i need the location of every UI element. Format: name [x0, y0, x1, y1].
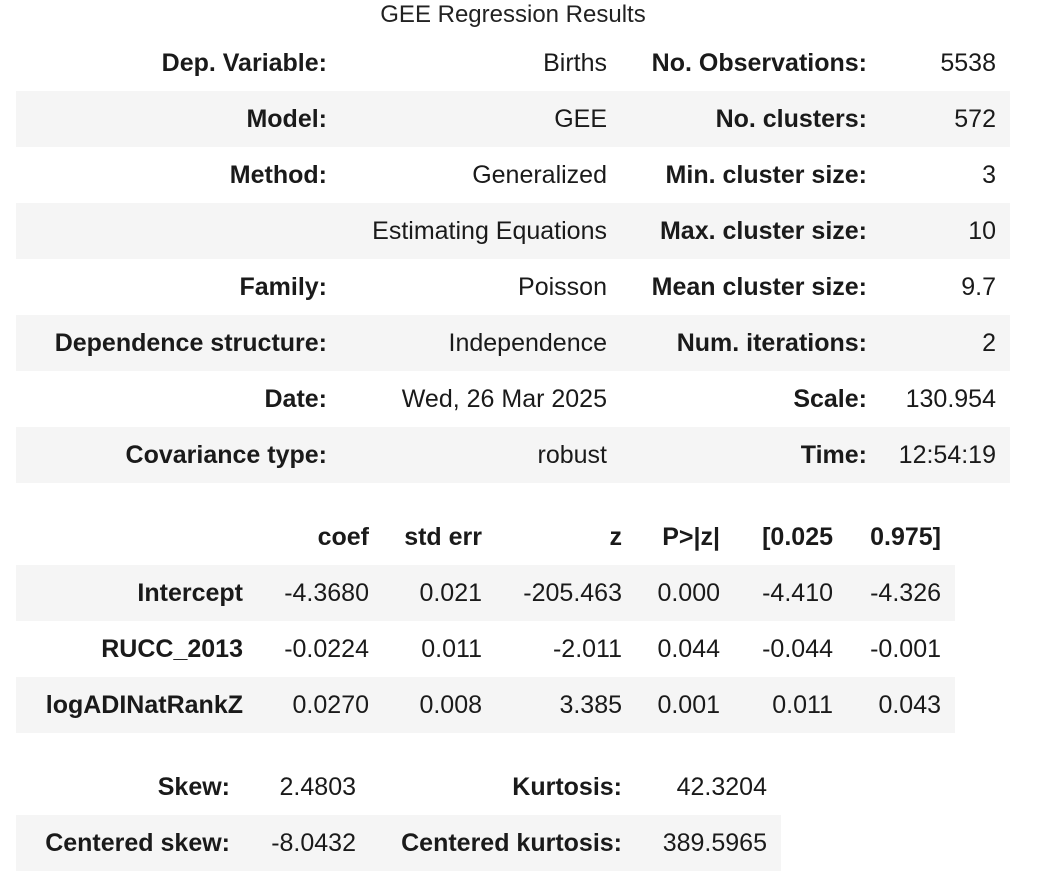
summary-value: 130.954: [905, 384, 996, 413]
summary-value: 2: [881, 315, 1010, 371]
table-row: Dep. Variable: Births No. Observations: …: [16, 35, 1010, 91]
table-cell: -205.463: [496, 565, 636, 621]
summary-label: Min. cluster size:: [665, 160, 867, 189]
summary-label: Method:: [229, 160, 327, 189]
summary-value: Wed, 26 Mar 2025: [401, 384, 607, 413]
column-header: [0.025: [762, 522, 833, 551]
summary-label: No. clusters:: [621, 91, 881, 147]
row-header: RUCC_2013: [101, 634, 243, 663]
table-cell: -4.410: [734, 565, 847, 621]
table-row: Estimating Equations Max. cluster size: …: [16, 203, 1010, 259]
table-cell: 0.0270: [257, 677, 383, 733]
summary-value: Poisson: [518, 272, 607, 301]
table-cell: 0.044: [657, 634, 720, 663]
summary-value: Generalized: [472, 160, 607, 189]
diagnostic-value: -8.0432: [244, 815, 370, 871]
diagnostic-label: Centered skew:: [16, 815, 244, 871]
diagnostic-label: Centered kurtosis:: [370, 815, 636, 871]
summary-label: [16, 203, 341, 259]
summary-label: Mean cluster size:: [651, 272, 867, 301]
summary-label: Time:: [621, 427, 881, 483]
table-cell: 0.043: [847, 677, 955, 733]
summary-value: 3: [982, 160, 996, 189]
summary-label: Max. cluster size:: [621, 203, 881, 259]
table-row: logADINatRankZ 0.0270 0.008 3.385 0.001 …: [16, 677, 955, 733]
table-cell: -0.0224: [284, 634, 369, 663]
column-header: std err: [404, 522, 482, 551]
column-header: coef: [317, 522, 369, 551]
table-row: Date: Wed, 26 Mar 2025 Scale: 130.954: [16, 371, 1010, 427]
column-header: 0.975]: [870, 522, 941, 551]
table-cell: 0.000: [636, 565, 734, 621]
row-header: Intercept: [16, 565, 257, 621]
summary-value: 10: [881, 203, 1010, 259]
results-title: GEE Regression Results: [380, 1, 646, 28]
table-row: Intercept -4.3680 0.021 -205.463 0.000 -…: [16, 565, 955, 621]
table-cell: -4.3680: [257, 565, 383, 621]
diagnostic-label: Skew:: [157, 772, 230, 801]
summary-label: Model:: [16, 91, 341, 147]
summary-label: Scale:: [793, 384, 867, 413]
summary-value: 572: [881, 91, 1010, 147]
table-cell: 0.008: [383, 677, 496, 733]
table-cell: 0.011: [734, 677, 847, 733]
row-header: logADINatRankZ: [16, 677, 257, 733]
diagnostic-value: 42.3204: [676, 772, 767, 801]
diagnostic-value: 2.4803: [279, 772, 356, 801]
summary-value: 5538: [940, 48, 996, 77]
summary-label: No. Observations:: [651, 48, 867, 77]
diagnostic-label: Kurtosis:: [512, 772, 622, 801]
table-cell: 0.021: [383, 565, 496, 621]
diagnostic-value: 389.5965: [636, 815, 781, 871]
table-row: Model: GEE No. clusters: 572: [16, 91, 1010, 147]
summary-value: 9.7: [961, 272, 996, 301]
summary-value: GEE: [341, 91, 621, 147]
summary-value: Estimating Equations: [341, 203, 621, 259]
summary-label: Date:: [264, 384, 327, 413]
summary-label: Dep. Variable:: [161, 48, 327, 77]
table-row: Skew: 2.4803 Kurtosis: 42.3204: [16, 759, 781, 815]
table-row: Covariance type: robust Time: 12:54:19: [16, 427, 1010, 483]
summary-value: 12:54:19: [881, 427, 1010, 483]
summary-label: Family:: [239, 272, 327, 301]
table-header-row: coef std err z P>|z| [0.025 0.975]: [16, 509, 955, 565]
summary-label: Num. iterations:: [621, 315, 881, 371]
column-header: [16, 509, 257, 565]
summary-value: robust: [341, 427, 621, 483]
table-cell: -0.001: [870, 634, 941, 663]
table-cell: 3.385: [496, 677, 636, 733]
table-cell: 0.001: [636, 677, 734, 733]
table-cell: -0.044: [762, 634, 833, 663]
table-row: Family: Poisson Mean cluster size: 9.7: [16, 259, 1010, 315]
table-row: Method: Generalized Min. cluster size: 3: [16, 147, 1010, 203]
coefficients-table: coef std err z P>|z| [0.025 0.975] Inter…: [16, 509, 955, 733]
summary-value: Independence: [341, 315, 621, 371]
diagnostics-table: Skew: 2.4803 Kurtosis: 42.3204 Centered …: [16, 759, 781, 871]
table-row: RUCC_2013 -0.0224 0.011 -2.011 0.044 -0.…: [16, 621, 955, 677]
summary-label: Covariance type:: [16, 427, 341, 483]
table-cell: -2.011: [552, 634, 622, 663]
table-cell: 0.011: [421, 634, 482, 663]
column-header: z: [609, 522, 623, 551]
table-row: Centered skew: -8.0432 Centered kurtosis…: [16, 815, 781, 871]
table-cell: -4.326: [847, 565, 955, 621]
column-header: P>|z|: [662, 522, 720, 551]
summary-label: Dependence structure:: [16, 315, 341, 371]
table-row: Dependence structure: Independence Num. …: [16, 315, 1010, 371]
summary-value: Births: [543, 48, 607, 77]
model-summary-table: Dep. Variable: Births No. Observations: …: [16, 35, 1010, 483]
